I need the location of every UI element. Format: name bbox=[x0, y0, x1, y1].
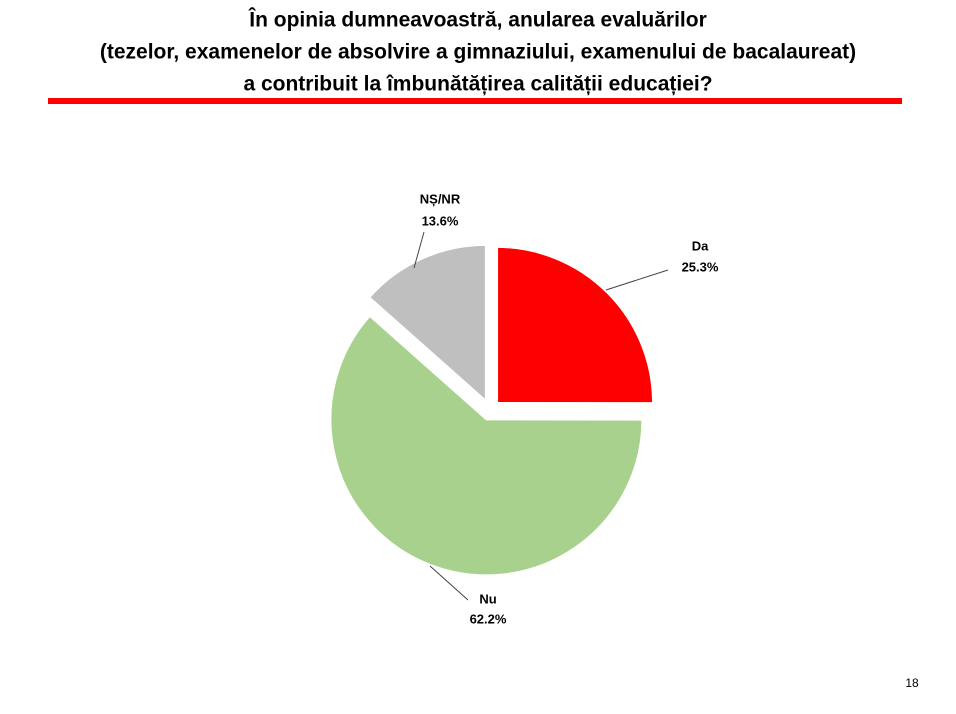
pie-slice bbox=[496, 245, 655, 405]
title-underline bbox=[48, 98, 902, 104]
pie-slice bbox=[329, 314, 644, 577]
pie-slice bbox=[367, 243, 487, 404]
title: În opinia dumneavoastră, anularea evaluă… bbox=[100, 8, 856, 96]
slice-label: Da bbox=[692, 238, 709, 253]
title-line: (tezelor, examenelor de absolvire a gimn… bbox=[100, 41, 856, 64]
leader-line bbox=[413, 231, 425, 269]
slice-value-label: 62.2% bbox=[470, 611, 507, 626]
slice-value-label: 13.6% bbox=[422, 213, 459, 228]
page-number: 18 bbox=[905, 676, 919, 690]
leader-line bbox=[605, 269, 669, 291]
title-line: a contribuit la îmbunătățirea calității … bbox=[243, 73, 712, 96]
slice-label: NȘ/NR bbox=[420, 191, 461, 206]
title-line: În opinia dumneavoastră, anularea evaluă… bbox=[248, 8, 707, 32]
leader-line bbox=[429, 565, 469, 601]
slice-value-label: 25.3% bbox=[682, 259, 719, 274]
slice-label: Nu bbox=[479, 591, 496, 606]
pie-chart: Da 25.3% Nu 62.2% NȘ/NR 13.6% bbox=[329, 191, 719, 626]
